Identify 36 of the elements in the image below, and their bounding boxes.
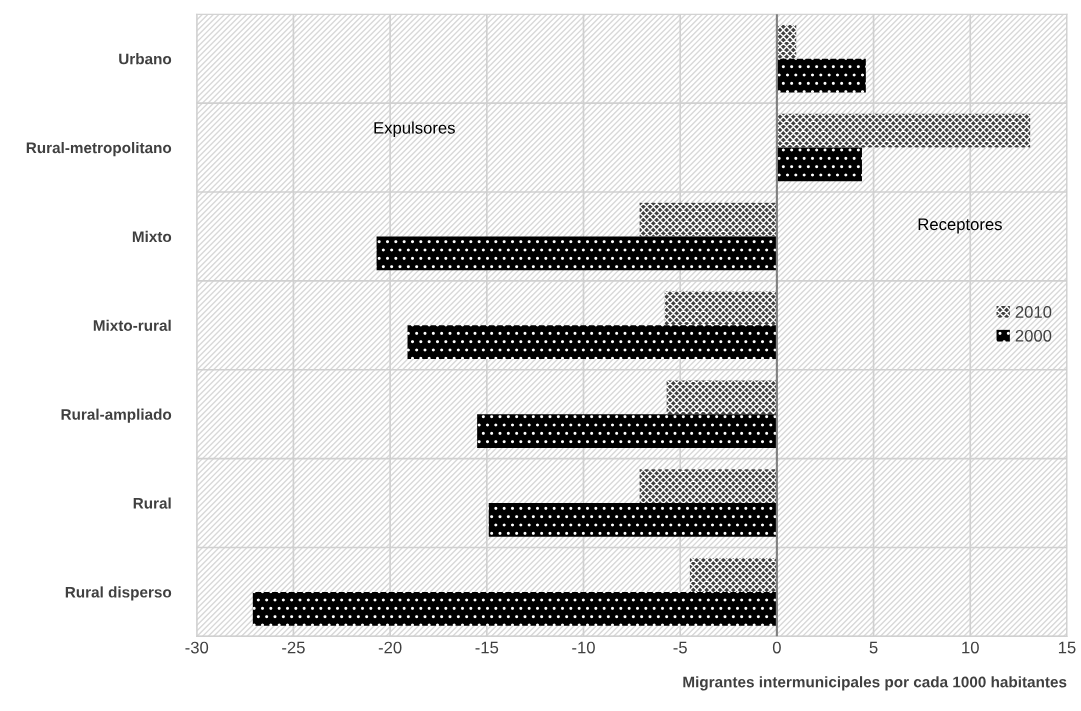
- y-tick-label: Urbano: [119, 53, 172, 65]
- x-tick-label: -5: [673, 641, 687, 654]
- x-axis-title: Migrantes intermunicipales por cada 1000 habitantes: [683, 676, 1067, 691]
- x-tick-label: -30: [185, 641, 209, 654]
- x-tick-label: -15: [475, 641, 499, 654]
- bar: [666, 380, 777, 415]
- bar: [664, 291, 777, 326]
- x-tick-label: -10: [572, 641, 595, 654]
- y-tick-label: Mixto-rural: [93, 319, 171, 331]
- bar: [252, 591, 777, 626]
- x-tick-label: 0: [772, 641, 781, 654]
- bar: [639, 202, 777, 237]
- bar: [776, 58, 866, 93]
- bar: [639, 469, 777, 504]
- bar: [488, 503, 777, 537]
- x-tick-label: 15: [1058, 641, 1076, 654]
- y-tick-label: Mixto: [132, 230, 172, 243]
- annotation: Expulsores: [374, 121, 455, 138]
- x-tick-label: 10: [962, 641, 979, 654]
- bar: [776, 24, 797, 59]
- annotation: Receptores: [918, 218, 1002, 234]
- x-tick-label: 5: [869, 641, 878, 654]
- bar: [776, 113, 1031, 148]
- legend-label: 2010: [1015, 306, 1052, 318]
- x-tick-label: -20: [378, 641, 402, 654]
- y-tick-label: Rural-metropolitano: [26, 142, 172, 157]
- bar: [376, 236, 777, 271]
- bar: [776, 147, 862, 182]
- legend-label: 2000: [1015, 329, 1052, 342]
- bar: [477, 414, 777, 448]
- y-tick-label: Rural disperso: [65, 586, 172, 601]
- x-tick-label: -25: [282, 641, 305, 654]
- bar: [407, 325, 777, 360]
- y-tick-label: Rural-ampliado: [61, 408, 172, 423]
- y-tick-label: Rural: [133, 497, 171, 509]
- bar: [689, 558, 777, 592]
